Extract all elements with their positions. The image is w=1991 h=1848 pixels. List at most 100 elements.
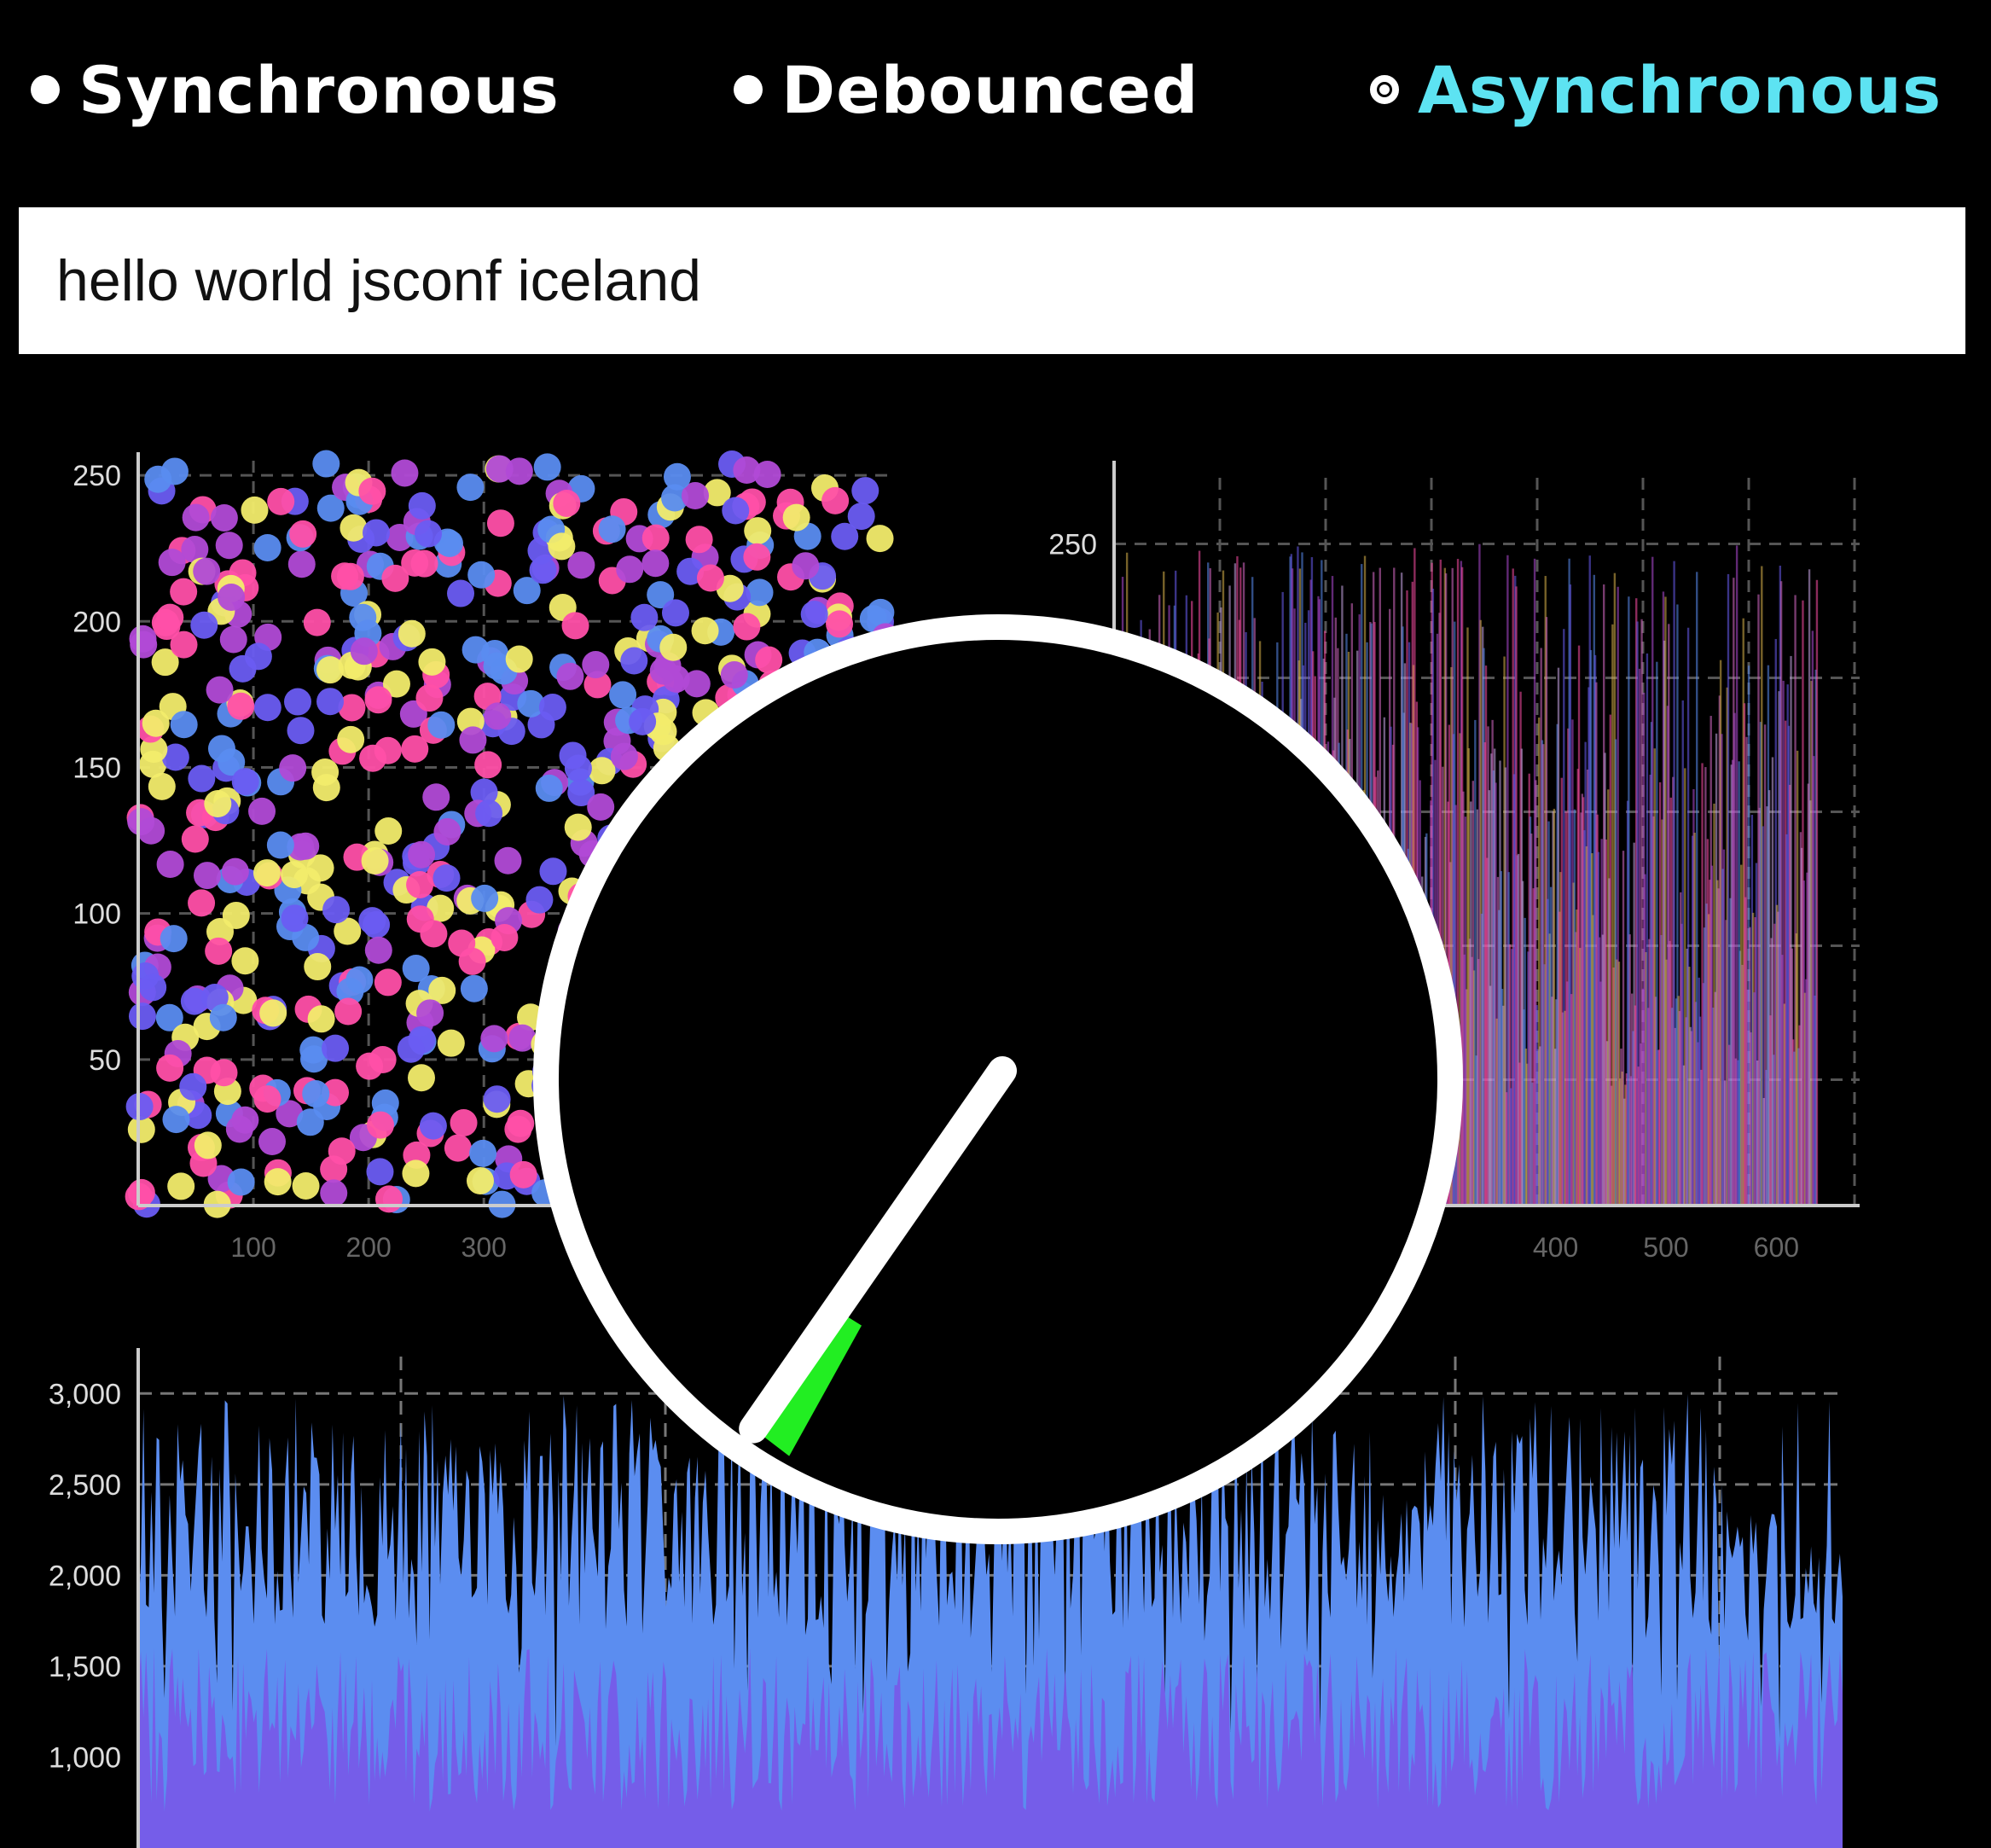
bar	[1547, 898, 1549, 1206]
scatter-point	[467, 561, 496, 589]
bar	[1656, 661, 1658, 1206]
scatter-point	[682, 670, 711, 698]
bar	[1609, 714, 1612, 1206]
bar	[1766, 806, 1768, 1206]
bar	[1758, 807, 1761, 1206]
radio-asynchronous[interactable]	[1370, 75, 1399, 104]
bar	[1524, 917, 1526, 1206]
scatter-point	[137, 816, 165, 845]
bar	[1737, 1060, 1739, 1206]
scatter-point	[447, 579, 475, 607]
mode-option-asynchronous[interactable]: Asynchronous	[1370, 43, 1942, 137]
scatter-point	[851, 477, 879, 505]
scatter-point	[517, 689, 545, 718]
bar	[1768, 790, 1771, 1206]
scatter-point	[193, 862, 221, 890]
scatter-point	[331, 562, 359, 590]
bar	[1750, 814, 1754, 1206]
bar	[1682, 1065, 1686, 1206]
bar	[1746, 989, 1749, 1206]
bar	[1701, 763, 1704, 1206]
bar	[1808, 569, 1811, 1206]
bar	[1640, 619, 1643, 1206]
scatter-point	[356, 1052, 384, 1080]
bar	[1678, 1011, 1681, 1206]
bar	[1523, 1009, 1525, 1206]
bar	[1739, 864, 1743, 1206]
bar	[1745, 736, 1748, 1206]
scatter-point	[340, 514, 368, 542]
bar	[1532, 888, 1535, 1206]
scatter-point	[391, 459, 419, 487]
scatter-point	[505, 457, 533, 485]
bar	[1624, 1084, 1627, 1206]
bar	[1508, 944, 1512, 1206]
bar	[1749, 927, 1751, 1206]
bar	[1782, 680, 1785, 1206]
radio-synchronous[interactable]	[31, 75, 60, 104]
bar	[1805, 979, 1808, 1206]
x-tick-label: 600	[1754, 1232, 1799, 1263]
bar	[1770, 938, 1773, 1206]
scatter-point	[204, 790, 232, 818]
y-tick-label: 150	[73, 752, 121, 784]
scatter-point	[448, 929, 476, 957]
scatter-point	[847, 503, 875, 531]
scatter-point	[231, 768, 259, 796]
scatter-point	[685, 526, 713, 554]
bar	[1658, 782, 1662, 1206]
scatter-point	[647, 581, 675, 609]
scatter-point	[155, 1003, 183, 1032]
bar	[1717, 888, 1720, 1206]
bar	[1814, 669, 1817, 1206]
bar	[1722, 849, 1726, 1206]
scatter-point	[422, 783, 450, 811]
search-input[interactable]	[19, 207, 1965, 354]
bar	[1626, 800, 1629, 1206]
bar	[1544, 576, 1547, 1206]
scatter-point	[179, 1072, 207, 1101]
y-tick-label: 100	[73, 898, 121, 931]
bar	[1484, 665, 1488, 1206]
scatter-point	[432, 864, 461, 892]
bar	[1549, 886, 1553, 1206]
bar	[1783, 1003, 1786, 1206]
bar	[1559, 911, 1561, 1206]
scatter-point	[316, 494, 345, 522]
bar	[1641, 988, 1645, 1206]
scatter-point	[231, 947, 259, 975]
radio-debounced[interactable]	[734, 75, 763, 104]
scatter-point	[320, 1179, 348, 1207]
bar	[1548, 933, 1552, 1206]
scatter-point	[160, 925, 188, 953]
bar	[1684, 768, 1686, 1206]
bar	[1563, 629, 1565, 1206]
scatter-point	[415, 684, 444, 712]
mode-option-synchronous[interactable]: Synchronous	[31, 43, 560, 137]
scatter-point	[299, 1045, 328, 1073]
mode-option-debounced[interactable]: Debounced	[734, 43, 1199, 137]
gauge-icon	[533, 614, 1463, 1544]
bar	[1700, 1069, 1703, 1206]
scatter-point	[733, 456, 761, 485]
bar	[1669, 940, 1671, 1206]
x-tick-label: 100	[230, 1232, 276, 1263]
bar	[1519, 691, 1522, 1206]
scatter-point	[722, 497, 750, 525]
bar	[1540, 648, 1542, 1206]
bar	[1502, 1005, 1505, 1206]
bar	[1611, 624, 1614, 1206]
scatter-point	[588, 757, 616, 785]
scatter-point	[215, 532, 243, 560]
scatter-point	[567, 551, 595, 579]
bar	[1734, 1058, 1738, 1206]
bar	[1468, 939, 1471, 1206]
bar	[1582, 797, 1585, 1206]
bar	[1803, 992, 1807, 1206]
bar	[1536, 1049, 1540, 1206]
bar	[1592, 915, 1594, 1206]
bar	[1600, 839, 1603, 1206]
scatter-point	[227, 1168, 255, 1196]
scatter-point	[358, 907, 386, 935]
bar	[1718, 695, 1721, 1206]
